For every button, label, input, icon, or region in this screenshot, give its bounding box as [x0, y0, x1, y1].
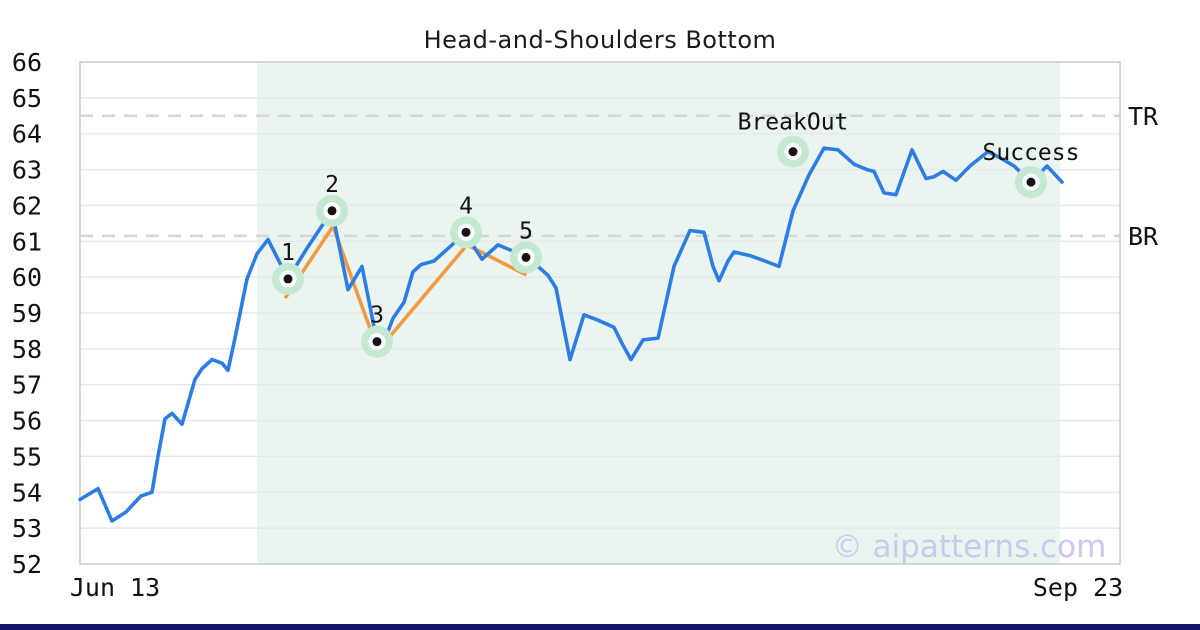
svg-text:66: 66: [12, 48, 42, 77]
svg-text:52: 52: [12, 550, 42, 579]
marker-label-1: 1: [281, 240, 295, 266]
plot-border: [79, 61, 1121, 565]
marker-label-5: 5: [519, 218, 533, 244]
svg-text:62: 62: [12, 191, 42, 220]
marker-breakout: BreakOut: [738, 110, 849, 168]
pattern-markers: 1 2 3 4 5 BreakOut Success: [272, 110, 1079, 358]
marker-5: 5: [510, 218, 542, 274]
watermark: © aipatterns.com: [832, 529, 1107, 565]
marker-3: 3: [361, 303, 393, 358]
svg-text:53: 53: [12, 514, 42, 543]
svg-text:61: 61: [12, 227, 42, 256]
marker-label-success: Success: [983, 140, 1080, 166]
price-line: [78, 146, 1064, 523]
svg-text:65: 65: [12, 84, 42, 113]
svg-text:Jun 13: Jun 13: [70, 573, 160, 602]
svg-text:57: 57: [12, 371, 42, 400]
marker-4: 4: [450, 193, 482, 249]
svg-text:64: 64: [12, 120, 42, 149]
svg-text:56: 56: [12, 407, 42, 436]
y-axis-labels: 52 53 54 55 56 57 58 59 60 61 62 63 64 65 66: [12, 48, 42, 579]
level-lines: TR BR: [80, 102, 1159, 251]
marker-label-breakout: BreakOut: [738, 110, 849, 136]
svg-text:59: 59: [12, 299, 42, 328]
level-label-tr: TR: [1128, 102, 1159, 131]
marker-1: 1: [272, 240, 304, 295]
marker-label-4: 4: [459, 193, 473, 219]
marker-label-3: 3: [370, 303, 384, 329]
svg-text:63: 63: [12, 156, 42, 185]
gridlines: [80, 61, 1120, 565]
marker-success: Success: [983, 140, 1080, 199]
marker-2: 2: [316, 172, 348, 227]
marker-label-2: 2: [325, 172, 339, 198]
x-axis-labels: Jun 13 Sep 23: [70, 573, 1123, 602]
chart-title: Head-and-Shoulders Bottom: [423, 26, 777, 54]
bottom-accent-bar: [0, 624, 1200, 630]
level-label-br: BR: [1128, 222, 1159, 251]
svg-text:60: 60: [12, 263, 42, 292]
svg-text:55: 55: [12, 442, 42, 471]
svg-text:54: 54: [12, 478, 42, 507]
svg-text:58: 58: [12, 335, 42, 364]
svg-text:Sep 23: Sep 23: [1033, 573, 1123, 602]
